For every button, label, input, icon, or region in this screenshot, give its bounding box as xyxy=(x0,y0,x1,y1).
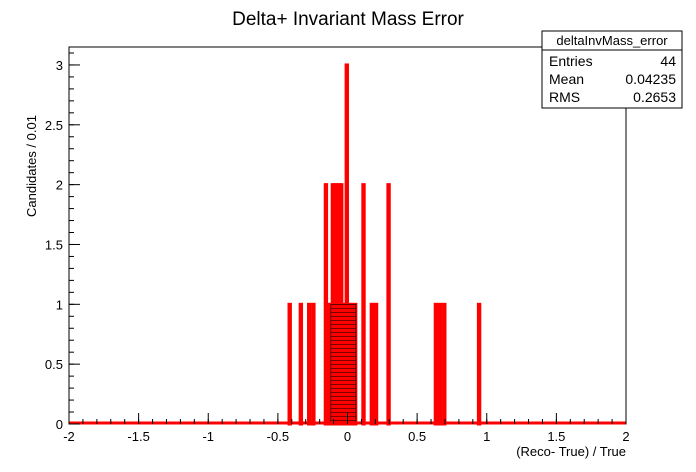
stats-mean-label: Mean xyxy=(549,71,584,87)
stats-entries-value: 44 xyxy=(660,53,676,69)
stats-entries-label: Entries xyxy=(549,53,593,69)
stats-rms-label: RMS xyxy=(549,89,580,105)
histogram-bar xyxy=(433,302,439,426)
histogram-bar xyxy=(361,183,366,426)
histogram-bar xyxy=(442,302,447,426)
stats-box: deltaInvMass_error Entries 44 Mean 0.042… xyxy=(541,30,683,109)
stats-box-name: deltaInvMass_error xyxy=(556,33,668,48)
histogram-bar xyxy=(311,302,316,426)
y-tick-label: 1 xyxy=(56,297,63,312)
x-tick-label: -1 xyxy=(202,429,214,444)
hatch-group xyxy=(330,304,357,425)
stats-mean-value: 0.04235 xyxy=(625,71,676,87)
x-tick-label: 1.5 xyxy=(547,429,565,444)
x-axis-title: (Reco- True) / True xyxy=(516,444,626,459)
y-tick-label: 1.5 xyxy=(45,237,63,252)
x-tick-label: 0.5 xyxy=(408,429,426,444)
histogram-bar xyxy=(373,302,379,426)
histogram-bar xyxy=(323,183,329,426)
histogram-bar xyxy=(369,302,375,426)
y-tick-label: 0 xyxy=(56,417,63,432)
y-tick-label: 2.5 xyxy=(45,118,63,133)
chart-title: Delta+ Invariant Mass Error xyxy=(232,9,464,30)
x-axis: -2 -1.5 -1 -0.5 0 0.5 1 1.5 2 xyxy=(63,413,630,444)
x-tick-label: 1 xyxy=(483,429,490,444)
x-tick-label: -0.5 xyxy=(267,429,289,444)
bars-group xyxy=(287,63,482,426)
stats-rms-value: 0.2653 xyxy=(633,89,676,105)
histogram-bar xyxy=(476,302,482,426)
histogram-bar xyxy=(344,63,350,426)
y-tick-label: 2 xyxy=(56,178,63,193)
x-tick-label: -2 xyxy=(63,429,75,444)
y-tick-label: 3 xyxy=(56,58,63,73)
x-tick-label: 0 xyxy=(344,429,351,444)
y-axis: 0 0.5 1 1.5 2 2.5 3 xyxy=(45,52,80,432)
histogram-bar xyxy=(307,302,312,426)
x-tick-label: 2 xyxy=(622,429,629,444)
histogram-bar xyxy=(287,302,292,426)
histogram-bar xyxy=(298,302,304,426)
y-axis-title: Candidates / 0.01 xyxy=(24,115,39,217)
histogram-bar xyxy=(386,183,391,426)
x-tick-label: -1.5 xyxy=(127,429,149,444)
histogram-bar xyxy=(437,302,443,426)
y-tick-label: 0.5 xyxy=(45,357,63,372)
stats-box-frame xyxy=(541,30,683,109)
